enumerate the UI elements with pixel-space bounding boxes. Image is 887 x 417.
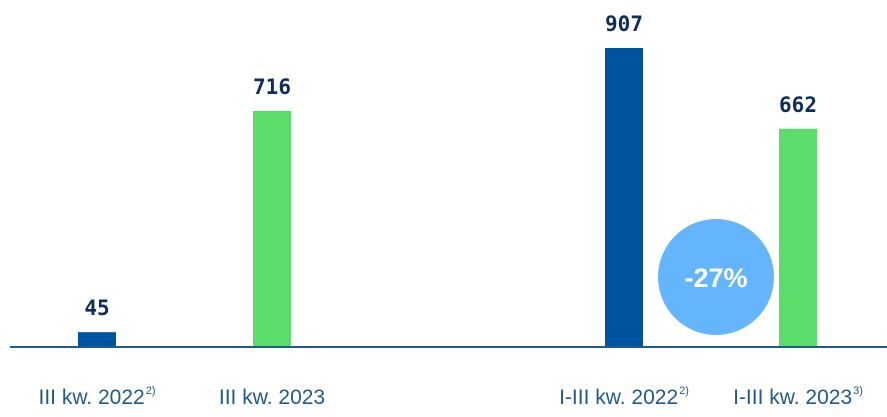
data-label-3: 907 — [605, 12, 643, 36]
data-label-1: 45 — [84, 296, 109, 320]
change-badge: -27% — [658, 219, 774, 335]
labels-layer: 45 716 907 662 — [84, 12, 817, 320]
data-label-4: 662 — [779, 93, 817, 117]
footnote-marker: 2) — [146, 385, 156, 397]
footnote-marker: 2) — [679, 385, 689, 397]
footnote-marker: 3) — [853, 385, 863, 397]
bars-layer — [78, 48, 817, 347]
bar-3 — [605, 48, 643, 347]
bar-4 — [779, 128, 817, 347]
bar-2 — [253, 110, 291, 347]
category-label-text: III kw. 2022 — [38, 386, 144, 409]
category-label-text: III kw. 2023 — [219, 386, 325, 409]
category-label-3: I-III kw. 20222) — [559, 385, 689, 409]
bar-1 — [78, 332, 116, 347]
category-label-2: III kw. 2023 — [219, 386, 325, 409]
data-label-2: 716 — [253, 75, 291, 99]
category-label-text: I-III kw. 2022 — [559, 386, 678, 409]
change-badge-circle — [658, 219, 774, 335]
category-labels: III kw. 20222) III kw. 2023 I-III kw. 2022… — [38, 385, 862, 409]
category-label-1: III kw. 20222) — [38, 385, 155, 409]
change-badge-text: -27% — [684, 263, 747, 293]
category-label-4: I-III kw. 20233) — [733, 385, 863, 409]
category-label-text: I-III kw. 2023 — [733, 386, 852, 409]
